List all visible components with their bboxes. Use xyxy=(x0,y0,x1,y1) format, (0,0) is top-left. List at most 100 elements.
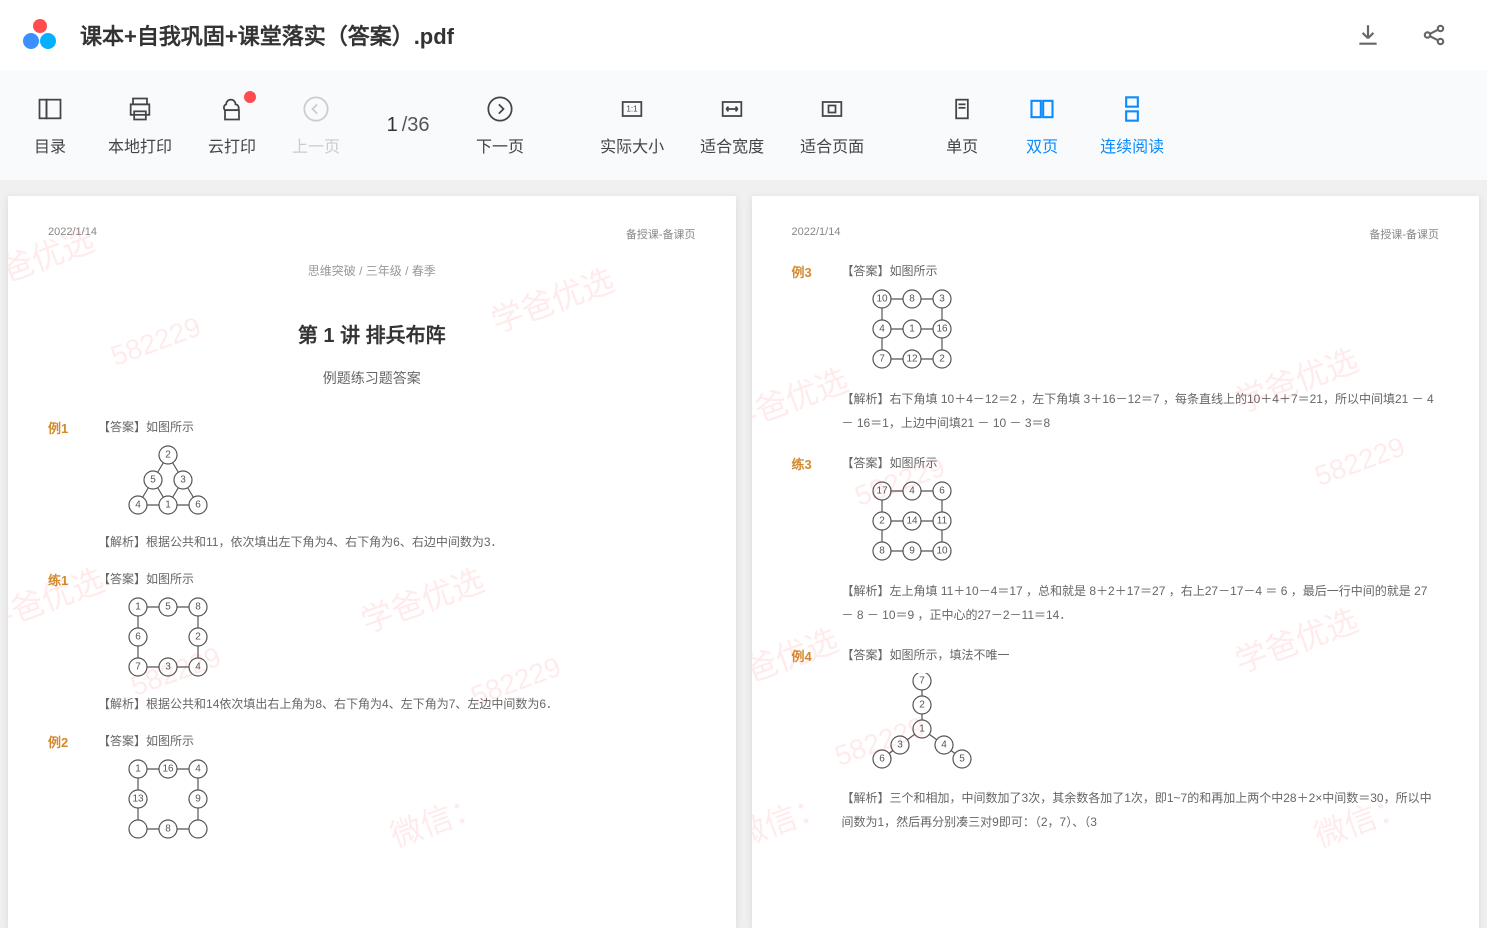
svg-text:2: 2 xyxy=(195,632,201,643)
double-page-button[interactable]: 双页 xyxy=(1002,83,1082,167)
svg-text:10: 10 xyxy=(876,294,888,305)
double-page-icon xyxy=(1028,95,1056,123)
page-header-right: 备授课-备课页 xyxy=(1369,226,1439,242)
svg-text:2: 2 xyxy=(939,354,945,365)
toc-icon xyxy=(36,95,64,123)
cloud-printer-icon xyxy=(218,95,246,123)
svg-text:5: 5 xyxy=(959,754,965,765)
continuous-icon xyxy=(1118,95,1146,123)
fit-width-icon xyxy=(718,95,746,123)
problem-lian3: 练3 【答案】如图所示 1746214118910 【解析】左上角填 11＋10… xyxy=(792,454,1440,626)
page-header: 2022/1/14 备授课-备课页 xyxy=(792,226,1440,242)
problem-label: 例3 xyxy=(792,262,842,434)
svg-text:6: 6 xyxy=(879,754,885,765)
actual-size-button[interactable]: 1:1 实际大小 xyxy=(582,83,682,167)
share-icon[interactable] xyxy=(1421,22,1447,48)
svg-text:7: 7 xyxy=(919,676,925,687)
svg-text:2: 2 xyxy=(919,700,925,711)
svg-text:12: 12 xyxy=(906,354,918,365)
svg-text:7: 7 xyxy=(135,662,141,673)
page-total: 36 xyxy=(407,114,429,137)
svg-text:1: 1 xyxy=(909,324,915,335)
problem-label: 例1 xyxy=(48,418,98,550)
page-date: 2022/1/14 xyxy=(792,226,841,242)
svg-text:4: 4 xyxy=(135,500,141,511)
svg-text:8: 8 xyxy=(195,602,201,613)
svg-text:1: 1 xyxy=(135,602,141,613)
svg-text:2: 2 xyxy=(879,516,885,527)
page-indicator[interactable]: 1 / 36 xyxy=(358,114,458,137)
toc-button[interactable]: 目录 xyxy=(10,83,90,167)
app-logo-icon xyxy=(20,15,60,55)
svg-text:1: 1 xyxy=(919,724,925,735)
fit-page-button[interactable]: 适合页面 xyxy=(782,83,882,167)
printer-icon xyxy=(126,95,154,123)
next-page-button[interactable]: 下一页 xyxy=(458,83,542,167)
problem-label: 练3 xyxy=(792,454,842,626)
svg-text:5: 5 xyxy=(150,475,156,486)
diagram-grid3x3: 108341167122 xyxy=(872,289,1440,377)
problem-li2: 例2 【答案】如图所示 11641398 xyxy=(48,732,696,857)
cloud-print-button[interactable]: 云打印 xyxy=(190,83,274,167)
prev-arrow-icon xyxy=(302,95,330,123)
problem-label: 练1 xyxy=(48,570,98,712)
svg-text:4: 4 xyxy=(195,764,201,775)
svg-text:17: 17 xyxy=(876,486,888,497)
toolbar: 目录 本地打印 云打印 上一页 1 / 36 下一页 1:1 实际大小 适合宽度… xyxy=(0,70,1487,180)
notification-dot-icon xyxy=(244,91,256,103)
svg-text:3: 3 xyxy=(180,475,186,486)
svg-text:3: 3 xyxy=(165,662,171,673)
page-header: 2022/1/14 备授课-备课页 xyxy=(48,226,696,242)
svg-text:6: 6 xyxy=(195,500,201,511)
svg-text:9: 9 xyxy=(909,546,915,557)
problem-label: 例2 xyxy=(48,732,98,857)
problem-label: 例4 xyxy=(792,646,842,833)
svg-text:4: 4 xyxy=(879,324,885,335)
svg-text:8: 8 xyxy=(879,546,885,557)
single-page-button[interactable]: 单页 xyxy=(922,83,1002,167)
svg-text:11: 11 xyxy=(936,516,947,527)
download-icon[interactable] xyxy=(1355,22,1381,48)
single-page-icon xyxy=(948,95,976,123)
svg-text:10: 10 xyxy=(936,546,948,557)
svg-text:3: 3 xyxy=(897,740,903,751)
svg-text:14: 14 xyxy=(906,516,918,527)
local-print-button[interactable]: 本地打印 xyxy=(90,83,190,167)
svg-text:3: 3 xyxy=(939,294,945,305)
svg-text:9: 9 xyxy=(195,794,201,805)
page-date: 2022/1/14 xyxy=(48,226,97,242)
svg-text:6: 6 xyxy=(135,632,141,643)
svg-text:6: 6 xyxy=(939,486,945,497)
diagram-star: 7213465 xyxy=(872,673,1440,776)
page-header-right: 备授课-备课页 xyxy=(626,226,696,242)
svg-text:1: 1 xyxy=(135,764,141,775)
problem-li1: 例1 【答案】如图所示 253416 【解析】根据公共和11，依次填出左下角为4… xyxy=(48,418,696,550)
svg-text:16: 16 xyxy=(936,324,948,335)
continuous-button[interactable]: 连续阅读 xyxy=(1082,83,1182,167)
pdf-page-1: 学爸优选 582229 学爸优选 学爸优选 582229 学爸优选 582229… xyxy=(8,196,736,928)
diagram-grid: 15862734 xyxy=(128,597,696,685)
header-bar: 课本+自我巩固+课堂落实（答案）.pdf xyxy=(0,0,1487,70)
problem-li3: 例3 【答案】如图所示 108341167122 【解析】右下角填 10＋4－1… xyxy=(792,262,1440,434)
diagram-grid: 11641398 xyxy=(128,759,696,847)
fit-width-button[interactable]: 适合宽度 xyxy=(682,83,782,167)
prev-page-button: 上一页 xyxy=(274,83,358,167)
svg-text:2: 2 xyxy=(165,450,171,461)
svg-text:8: 8 xyxy=(165,824,171,835)
pdf-viewer[interactable]: 学爸优选 582229 学爸优选 学爸优选 582229 学爸优选 582229… xyxy=(0,180,1487,928)
diagram-grid3x3: 1746214118910 xyxy=(872,481,1440,569)
pdf-page-2: 学爸优选 582229 学爸优选 582229 学爸优选 582229 学爸优选… xyxy=(752,196,1480,928)
lesson-title: 第 1 讲 排兵布阵 xyxy=(48,319,696,348)
svg-text:1: 1 xyxy=(165,500,171,511)
next-arrow-icon xyxy=(486,95,514,123)
page-current: 1 xyxy=(387,114,398,137)
header-actions xyxy=(1355,22,1467,48)
actual-size-icon: 1:1 xyxy=(618,95,646,123)
svg-text:1:1: 1:1 xyxy=(626,104,638,113)
document-title: 课本+自我巩固+课堂落实（答案）.pdf xyxy=(80,19,1355,51)
breadcrumb: 思维突破 / 三年级 / 春季 xyxy=(48,262,696,279)
svg-text:7: 7 xyxy=(879,354,885,365)
problem-lian1: 练1 【答案】如图所示 15862734 【解析】根据公共和14依次填出右上角为… xyxy=(48,570,696,712)
svg-text:4: 4 xyxy=(195,662,201,673)
svg-text:16: 16 xyxy=(162,764,174,775)
